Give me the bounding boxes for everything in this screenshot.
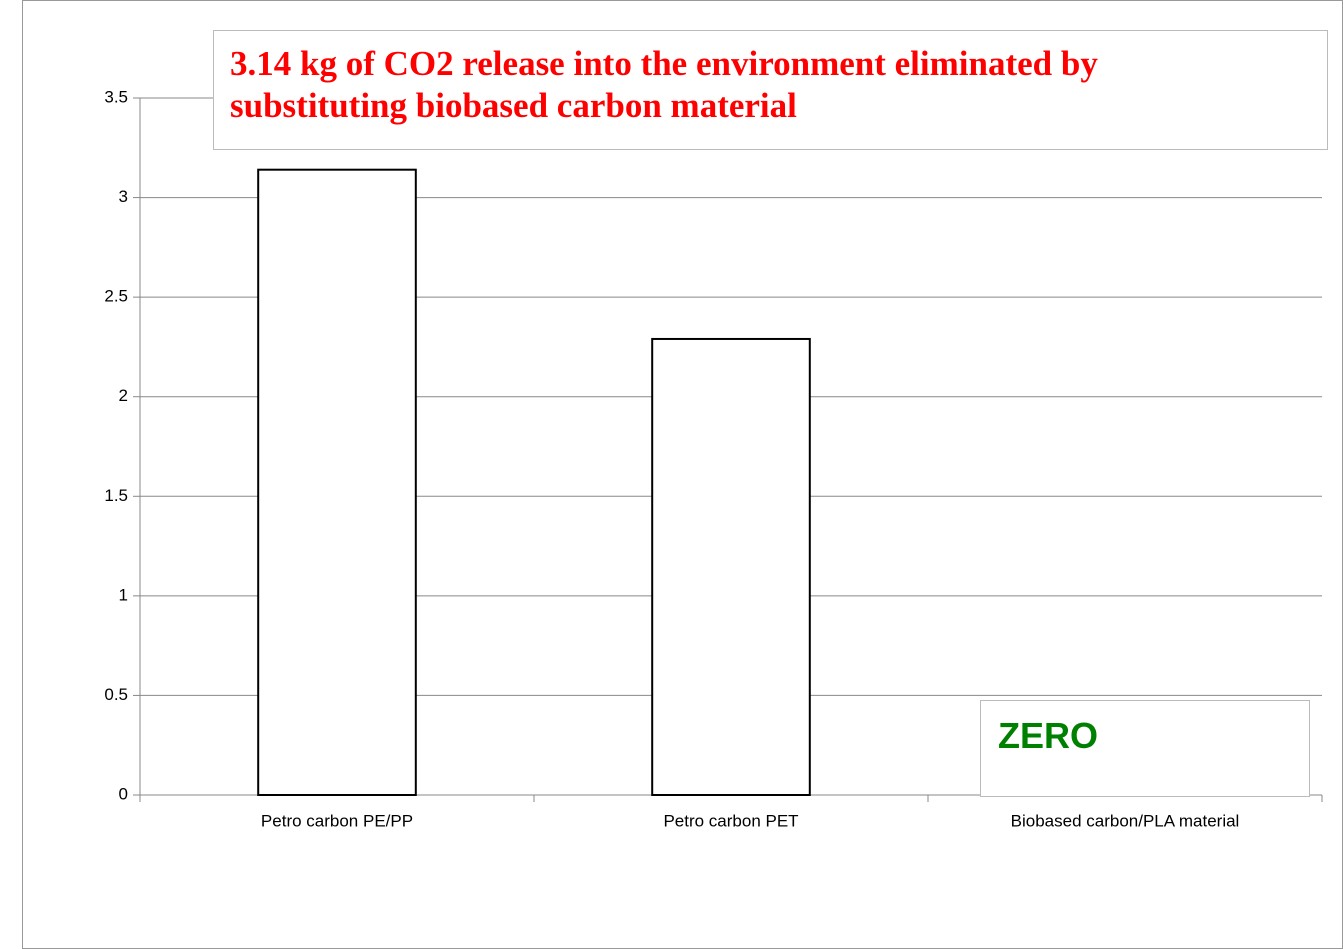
x-tick-label: Petro carbon PET [663, 811, 798, 830]
bar [257, 168, 417, 797]
y-tick-label: 1 [119, 585, 128, 604]
x-tick-label: Petro carbon PE/PP [261, 811, 413, 830]
annotation: ZERO [998, 715, 1099, 756]
y-tick-label: 0 [119, 784, 128, 803]
y-tick-label: 2 [119, 386, 128, 405]
y-tick-label: 3 [119, 187, 128, 206]
chart-title: 3.14 kg of CO2 release into the environm… [230, 44, 1098, 125]
y-tick-label: 1.5 [104, 486, 128, 505]
y-tick-label: 3.5 [104, 87, 128, 106]
y-tick-label: 2.5 [104, 287, 128, 306]
annotation-box: ZERO [980, 700, 1310, 797]
y-tick-label: 0.5 [104, 685, 128, 704]
bar [651, 337, 811, 796]
x-tick-label: Biobased carbon/PLA material [1011, 811, 1240, 830]
title-box: 3.14 kg of CO2 release into the environm… [213, 30, 1328, 150]
